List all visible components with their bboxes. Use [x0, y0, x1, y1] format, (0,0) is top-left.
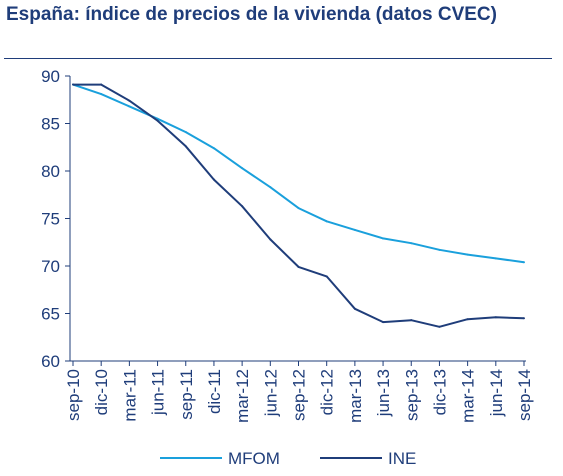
data-point-ine: [438, 325, 441, 328]
data-point-mfom: [438, 248, 441, 251]
data-point-mfom: [494, 257, 497, 260]
data-point-mfom: [241, 167, 244, 170]
x-tick-label: jun-14: [487, 369, 506, 417]
legend-label-ine: INE: [388, 449, 416, 468]
data-point-ine: [128, 99, 131, 102]
x-tick-label: dic-10: [92, 369, 111, 415]
x-tick-label: mar-13: [346, 369, 365, 423]
data-point-ine: [382, 321, 385, 324]
series-line-ine: [73, 83, 525, 328]
data-point-ine: [241, 205, 244, 208]
data-point-mfom: [353, 228, 356, 231]
data-point-ine: [269, 238, 272, 241]
data-point-ine: [297, 265, 300, 268]
y-tick-label: 80: [41, 162, 60, 181]
data-point-ine: [100, 83, 103, 86]
x-tick-label: sep-10: [64, 369, 83, 421]
y-tick-label: 75: [41, 210, 60, 229]
x-tick-label: sep-14: [515, 369, 534, 421]
data-point-mfom: [297, 207, 300, 210]
series-line-mfom: [72, 83, 525, 264]
x-tick-label: jun-11: [149, 369, 168, 416]
data-point-mfom: [212, 147, 215, 150]
data-point-ine: [353, 307, 356, 310]
x-tick-label: mar-14: [459, 369, 478, 423]
legend-label-mfom: MFOM: [228, 449, 280, 468]
x-tick-label: dic-11: [205, 369, 224, 414]
x-tick-label: jun-12: [261, 369, 280, 417]
x-tick-label: mar-12: [233, 369, 252, 423]
x-tick-label: jun-13: [374, 369, 393, 417]
data-point-mfom: [100, 93, 103, 96]
y-tick-label: 65: [41, 305, 60, 324]
data-point-ine: [72, 83, 74, 86]
data-point-mfom: [523, 261, 525, 264]
data-point-ine: [325, 275, 328, 278]
data-point-mfom: [382, 237, 385, 240]
data-point-mfom: [410, 242, 413, 245]
data-point-ine: [184, 145, 187, 148]
x-tick-label: dic-12: [318, 369, 337, 415]
data-point-ine: [156, 119, 159, 122]
data-point-ine: [494, 316, 497, 319]
x-tick-label: sep-13: [402, 369, 421, 421]
data-point-ine: [466, 318, 469, 321]
data-point-ine: [523, 317, 525, 320]
x-tick-label: mar-11: [120, 369, 139, 422]
data-point-ine: [410, 319, 413, 322]
y-tick-label: 90: [41, 67, 60, 86]
data-point-mfom: [269, 186, 272, 189]
data-point-mfom: [128, 105, 131, 108]
data-point-mfom: [466, 253, 469, 256]
x-tick-label: sep-12: [290, 369, 309, 421]
data-point-ine: [212, 178, 215, 181]
data-point-mfom: [325, 220, 328, 223]
x-tick-label: sep-11: [177, 369, 196, 420]
y-tick-label: 85: [41, 115, 60, 134]
title-divider: [4, 58, 552, 59]
chart-title: España: índice de precios de la vivienda…: [6, 4, 497, 25]
data-point-mfom: [184, 131, 187, 134]
y-tick-label: 60: [41, 352, 60, 371]
y-tick-label: 70: [41, 257, 60, 276]
x-tick-label: dic-13: [430, 369, 449, 415]
